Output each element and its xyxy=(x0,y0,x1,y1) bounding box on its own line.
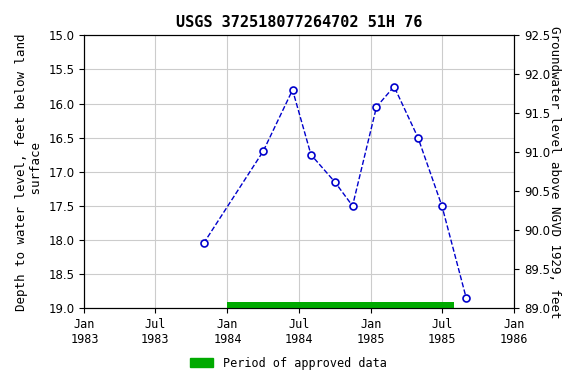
Y-axis label: Groundwater level above NGVD 1929, feet: Groundwater level above NGVD 1929, feet xyxy=(548,25,561,318)
Title: USGS 372518077264702 51H 76: USGS 372518077264702 51H 76 xyxy=(176,15,422,30)
Bar xyxy=(228,302,454,314)
Y-axis label: Depth to water level, feet below land
 surface: Depth to water level, feet below land su… xyxy=(15,33,43,311)
Legend: Period of approved data: Period of approved data xyxy=(185,352,391,374)
